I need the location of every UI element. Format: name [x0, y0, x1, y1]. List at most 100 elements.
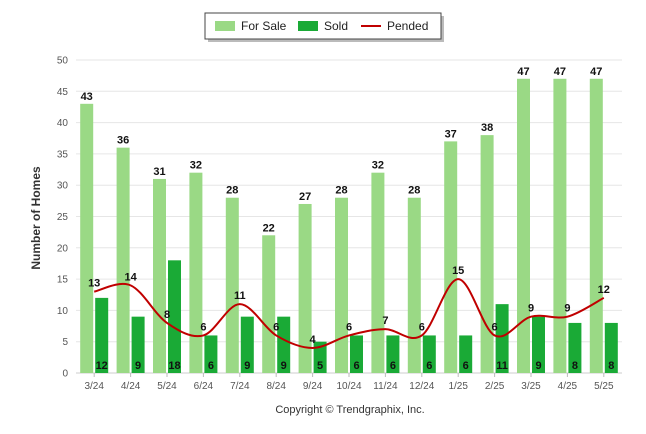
bar-sold — [131, 316, 145, 373]
legend: For Sale Sold Pended — [204, 12, 444, 42]
x-tick-label: 6/24 — [194, 381, 214, 392]
data-label-pended: 11 — [234, 290, 246, 302]
legend-swatch-sold — [298, 21, 318, 31]
data-label-pended: 4 — [310, 334, 317, 346]
legend-swatch-for-sale — [215, 21, 235, 31]
y-tick-label: 0 — [62, 369, 68, 380]
data-label-sold: 6 — [426, 360, 432, 372]
data-label-for-sale: 31 — [153, 166, 165, 178]
bar-sold — [495, 304, 509, 373]
y-tick-label: 40 — [57, 118, 69, 129]
x-tick-label: 9/24 — [303, 381, 323, 392]
bar-for-sale — [335, 197, 348, 373]
x-tick-label: 8/24 — [266, 381, 286, 392]
data-label-for-sale: 32 — [190, 160, 202, 172]
data-label-sold: 9 — [535, 360, 541, 372]
data-label-for-sale: 36 — [117, 135, 129, 147]
bar-for-sale — [80, 103, 94, 373]
data-label-sold: 8 — [572, 360, 578, 372]
bar-for-sale — [153, 178, 166, 373]
y-tick-label: 10 — [57, 306, 69, 317]
data-labels: 43 12 36 9 31 18 32 6 28 9 22 9 27 5 28 6 32 6 28 6 37 6 38 11 4… — [81, 66, 615, 372]
data-label-sold: 6 — [463, 360, 469, 372]
bar-for-sale — [262, 235, 276, 373]
y-tick-label: 5 — [62, 337, 68, 348]
data-label-pended: 13 — [88, 278, 100, 290]
x-tick-label: 5/25 — [594, 381, 614, 392]
data-label-sold: 8 — [608, 360, 614, 372]
data-label-for-sale: 47 — [554, 66, 566, 78]
x-tick-label: 3/24 — [84, 381, 104, 392]
data-label-pended: 12 — [598, 284, 610, 296]
data-label-sold: 11 — [496, 360, 508, 372]
x-tick-label: 10/24 — [336, 381, 361, 392]
gridlines — [76, 59, 622, 374]
data-label-sold: 9 — [281, 360, 287, 372]
pended-line-layer — [93, 278, 605, 349]
bar-sold — [168, 260, 181, 373]
bar-for-sale — [189, 172, 203, 373]
x-tick-label: 2/25 — [485, 381, 505, 392]
bar-for-sale — [298, 203, 312, 373]
data-label-for-sale: 37 — [445, 128, 457, 140]
data-label-for-sale: 38 — [481, 122, 493, 134]
data-label-pended: 15 — [452, 265, 464, 277]
bar-sold — [422, 335, 436, 373]
bar-for-sale — [480, 135, 494, 373]
bar-sold — [459, 335, 473, 373]
data-label-pended: 6 — [492, 321, 498, 333]
bar-sold — [277, 316, 291, 373]
bars — [80, 78, 618, 373]
y-axis-ticks: 0 5 10 15 20 25 30 35 40 45 50 — [57, 56, 69, 380]
x-tick-label: 11/24 — [373, 381, 398, 392]
data-label-for-sale: 28 — [408, 185, 420, 197]
data-label-sold: 6 — [208, 360, 214, 372]
data-label-for-sale: 47 — [517, 66, 529, 78]
y-tick-label: 15 — [57, 275, 69, 286]
data-label-pended: 9 — [564, 303, 570, 315]
bar-sold — [313, 341, 327, 373]
bar-for-sale — [225, 197, 239, 373]
data-label-for-sale: 22 — [263, 222, 275, 234]
bar-sold — [350, 335, 363, 373]
bar-for-sale — [553, 78, 567, 373]
x-axis-ticks: 3/24 4/24 5/24 6/24 7/24 8/24 9/24 10/24 11/24 12… — [84, 373, 614, 392]
data-label-for-sale: 32 — [372, 160, 384, 172]
bar-for-sale — [407, 197, 421, 373]
data-label-pended: 14 — [124, 271, 137, 283]
bar-sold — [604, 322, 618, 373]
data-label-sold: 5 — [317, 360, 323, 372]
bar-sold — [386, 335, 400, 373]
data-label-pended: 8 — [164, 309, 170, 321]
copyright: Copyright © Trendgraphix, Inc. — [275, 404, 424, 416]
data-label-for-sale: 28 — [226, 185, 238, 197]
bar-for-sale — [371, 172, 385, 373]
data-label-sold: 9 — [135, 360, 141, 372]
y-tick-label: 20 — [57, 243, 69, 254]
legend-label-pended: Pended — [387, 19, 428, 33]
y-tick-label: 25 — [57, 212, 69, 223]
data-label-sold: 12 — [96, 360, 108, 372]
y-tick-label: 50 — [57, 56, 69, 67]
x-tick-label: 4/25 — [558, 381, 578, 392]
bar-sold — [95, 297, 109, 373]
data-label-pended: 7 — [382, 315, 388, 327]
data-label-for-sale: 27 — [299, 191, 311, 203]
data-label-sold: 6 — [390, 360, 396, 372]
x-tick-label: 12/24 — [409, 381, 434, 392]
data-label-pended: 6 — [419, 321, 425, 333]
x-tick-label: 1/25 — [448, 381, 468, 392]
y-tick-label: 45 — [57, 87, 69, 98]
legend-label-for-sale: For Sale — [241, 19, 287, 33]
bar-sold — [204, 335, 218, 373]
data-label-pended: 6 — [346, 321, 352, 333]
data-label-sold: 18 — [168, 360, 180, 372]
y-tick-label: 30 — [57, 181, 69, 192]
bar-for-sale — [589, 78, 603, 373]
legend-label-sold: Sold — [324, 19, 348, 33]
bar-for-sale — [116, 147, 130, 373]
bar-for-sale — [444, 141, 458, 373]
y-axis-label: Number of Homes — [29, 166, 43, 270]
bar-for-sale — [517, 78, 530, 373]
